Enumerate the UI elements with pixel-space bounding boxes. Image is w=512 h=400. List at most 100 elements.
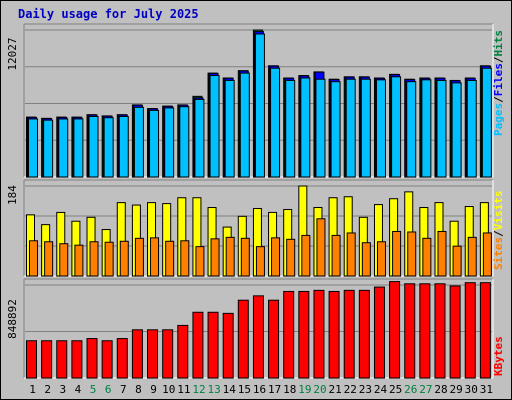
sites-bar xyxy=(255,246,265,277)
x-axis-day-label: 19 xyxy=(298,383,311,396)
sites-bar xyxy=(271,237,281,277)
kbytes-bar xyxy=(252,295,264,379)
pages-bar xyxy=(103,117,114,178)
x-axis-day-label: 30 xyxy=(465,383,478,396)
legend-hits-files-pages-part: Hits xyxy=(492,30,505,57)
sites-bar xyxy=(240,237,250,277)
kbytes-bar xyxy=(192,311,204,379)
sites-bar xyxy=(422,237,432,277)
sites-bar xyxy=(44,241,54,277)
kbytes-bar xyxy=(101,340,113,379)
x-axis-day-label: 10 xyxy=(162,383,175,396)
x-axis-day-label: 2 xyxy=(44,383,51,396)
pages-bar xyxy=(179,106,190,178)
legend-hits-files-pages-part: / xyxy=(492,96,505,103)
kbytes-bar xyxy=(26,340,37,379)
x-axis-day-label: 23 xyxy=(359,383,372,396)
sites-bar xyxy=(361,242,371,277)
kbytes-bar xyxy=(71,340,83,379)
pages-bar xyxy=(270,67,281,178)
pages-bar xyxy=(330,81,341,178)
legend-hits-files-pages-part: Pages xyxy=(492,103,505,136)
pages-bar xyxy=(451,82,462,178)
legend-kbytes-part: KBytes xyxy=(492,336,505,376)
kbytes-bar xyxy=(177,324,189,379)
pages-bar xyxy=(391,76,402,178)
sites-bar xyxy=(89,241,99,277)
y-axis-max-label: 848892 xyxy=(6,299,19,339)
pages-bar xyxy=(375,79,386,178)
x-axis-day-label: 4 xyxy=(75,383,82,396)
pages-bar xyxy=(254,33,265,178)
y-axis-max-label: 184 xyxy=(6,185,19,205)
pages-bar xyxy=(43,119,54,178)
legend-hits-files-pages-part: Files xyxy=(492,63,505,96)
x-axis-day-label: 15 xyxy=(238,383,251,396)
legend-sites-visits-part: / xyxy=(492,230,505,237)
x-axis-day-label: 5 xyxy=(90,383,97,396)
x-axis-day-label: 20 xyxy=(313,383,326,396)
kbytes-bar xyxy=(207,311,219,379)
pages-bar xyxy=(88,115,99,178)
x-axis-day-label: 7 xyxy=(120,383,127,396)
pages-bar xyxy=(436,79,447,178)
pages-bar xyxy=(28,118,38,178)
sites-bar xyxy=(150,237,160,277)
pages-bar xyxy=(149,109,160,178)
pages-bar xyxy=(360,78,371,178)
legend-sites-visits-part: Visits xyxy=(492,191,505,231)
sites-bar xyxy=(195,246,205,277)
x-axis-day-label: 9 xyxy=(150,383,157,396)
x-axis-day-label: 8 xyxy=(135,383,142,396)
sites-bar xyxy=(134,237,144,277)
pages-bar xyxy=(315,78,326,178)
kbytes-bar xyxy=(479,282,491,379)
x-axis-day-label: 3 xyxy=(60,383,67,396)
kbytes-bar xyxy=(41,340,53,379)
kbytes-bar xyxy=(373,286,385,379)
pages-bar xyxy=(194,98,205,178)
x-axis-day-label: 11 xyxy=(177,383,190,396)
sites-bar xyxy=(74,244,84,277)
sites-bar xyxy=(392,230,402,277)
kbytes-bar xyxy=(268,299,280,379)
kbytes-bar xyxy=(131,329,143,379)
kbytes-bar xyxy=(147,329,159,379)
sites-bar xyxy=(482,232,492,277)
sites-bar xyxy=(467,236,477,277)
pages-bar xyxy=(481,67,492,178)
sites-bar xyxy=(104,241,114,277)
kbytes-bar xyxy=(162,329,174,379)
x-axis-day-label: 12 xyxy=(192,383,205,396)
pages-bar xyxy=(239,72,250,178)
sites-bar xyxy=(119,240,129,277)
x-axis-day-label: 18 xyxy=(283,383,296,396)
pages-bar xyxy=(164,107,175,178)
kbytes-bar xyxy=(298,290,310,379)
kbytes-bar xyxy=(116,338,128,379)
kbytes-bar xyxy=(283,290,295,379)
x-axis-day-label: 24 xyxy=(374,383,388,396)
kbytes-bar xyxy=(434,283,446,379)
x-axis-day-label: 31 xyxy=(480,383,493,396)
sites-bar xyxy=(407,231,417,277)
sites-bar xyxy=(316,218,326,277)
sites-bar xyxy=(376,241,386,277)
sites-bar xyxy=(346,232,356,277)
sites-bar xyxy=(180,240,190,277)
legend-hits-files-pages: Pages/Files/Hits xyxy=(492,30,505,136)
sites-bar xyxy=(452,245,462,277)
kbytes-bar xyxy=(358,289,370,379)
sites-bar xyxy=(29,240,38,277)
kbytes-bar xyxy=(237,299,249,379)
pages-bar xyxy=(285,79,296,178)
kbytes-bar xyxy=(222,312,234,379)
sites-bar xyxy=(331,234,341,277)
x-axis-day-label: 21 xyxy=(329,383,342,396)
pages-bar xyxy=(421,79,432,178)
pages-bar xyxy=(224,79,235,178)
x-axis-day-label: 26 xyxy=(404,383,417,396)
kbytes-bar xyxy=(343,289,355,379)
x-axis-day-label: 27 xyxy=(419,383,432,396)
legend-sites-visits: Sites/Visits xyxy=(492,191,505,271)
